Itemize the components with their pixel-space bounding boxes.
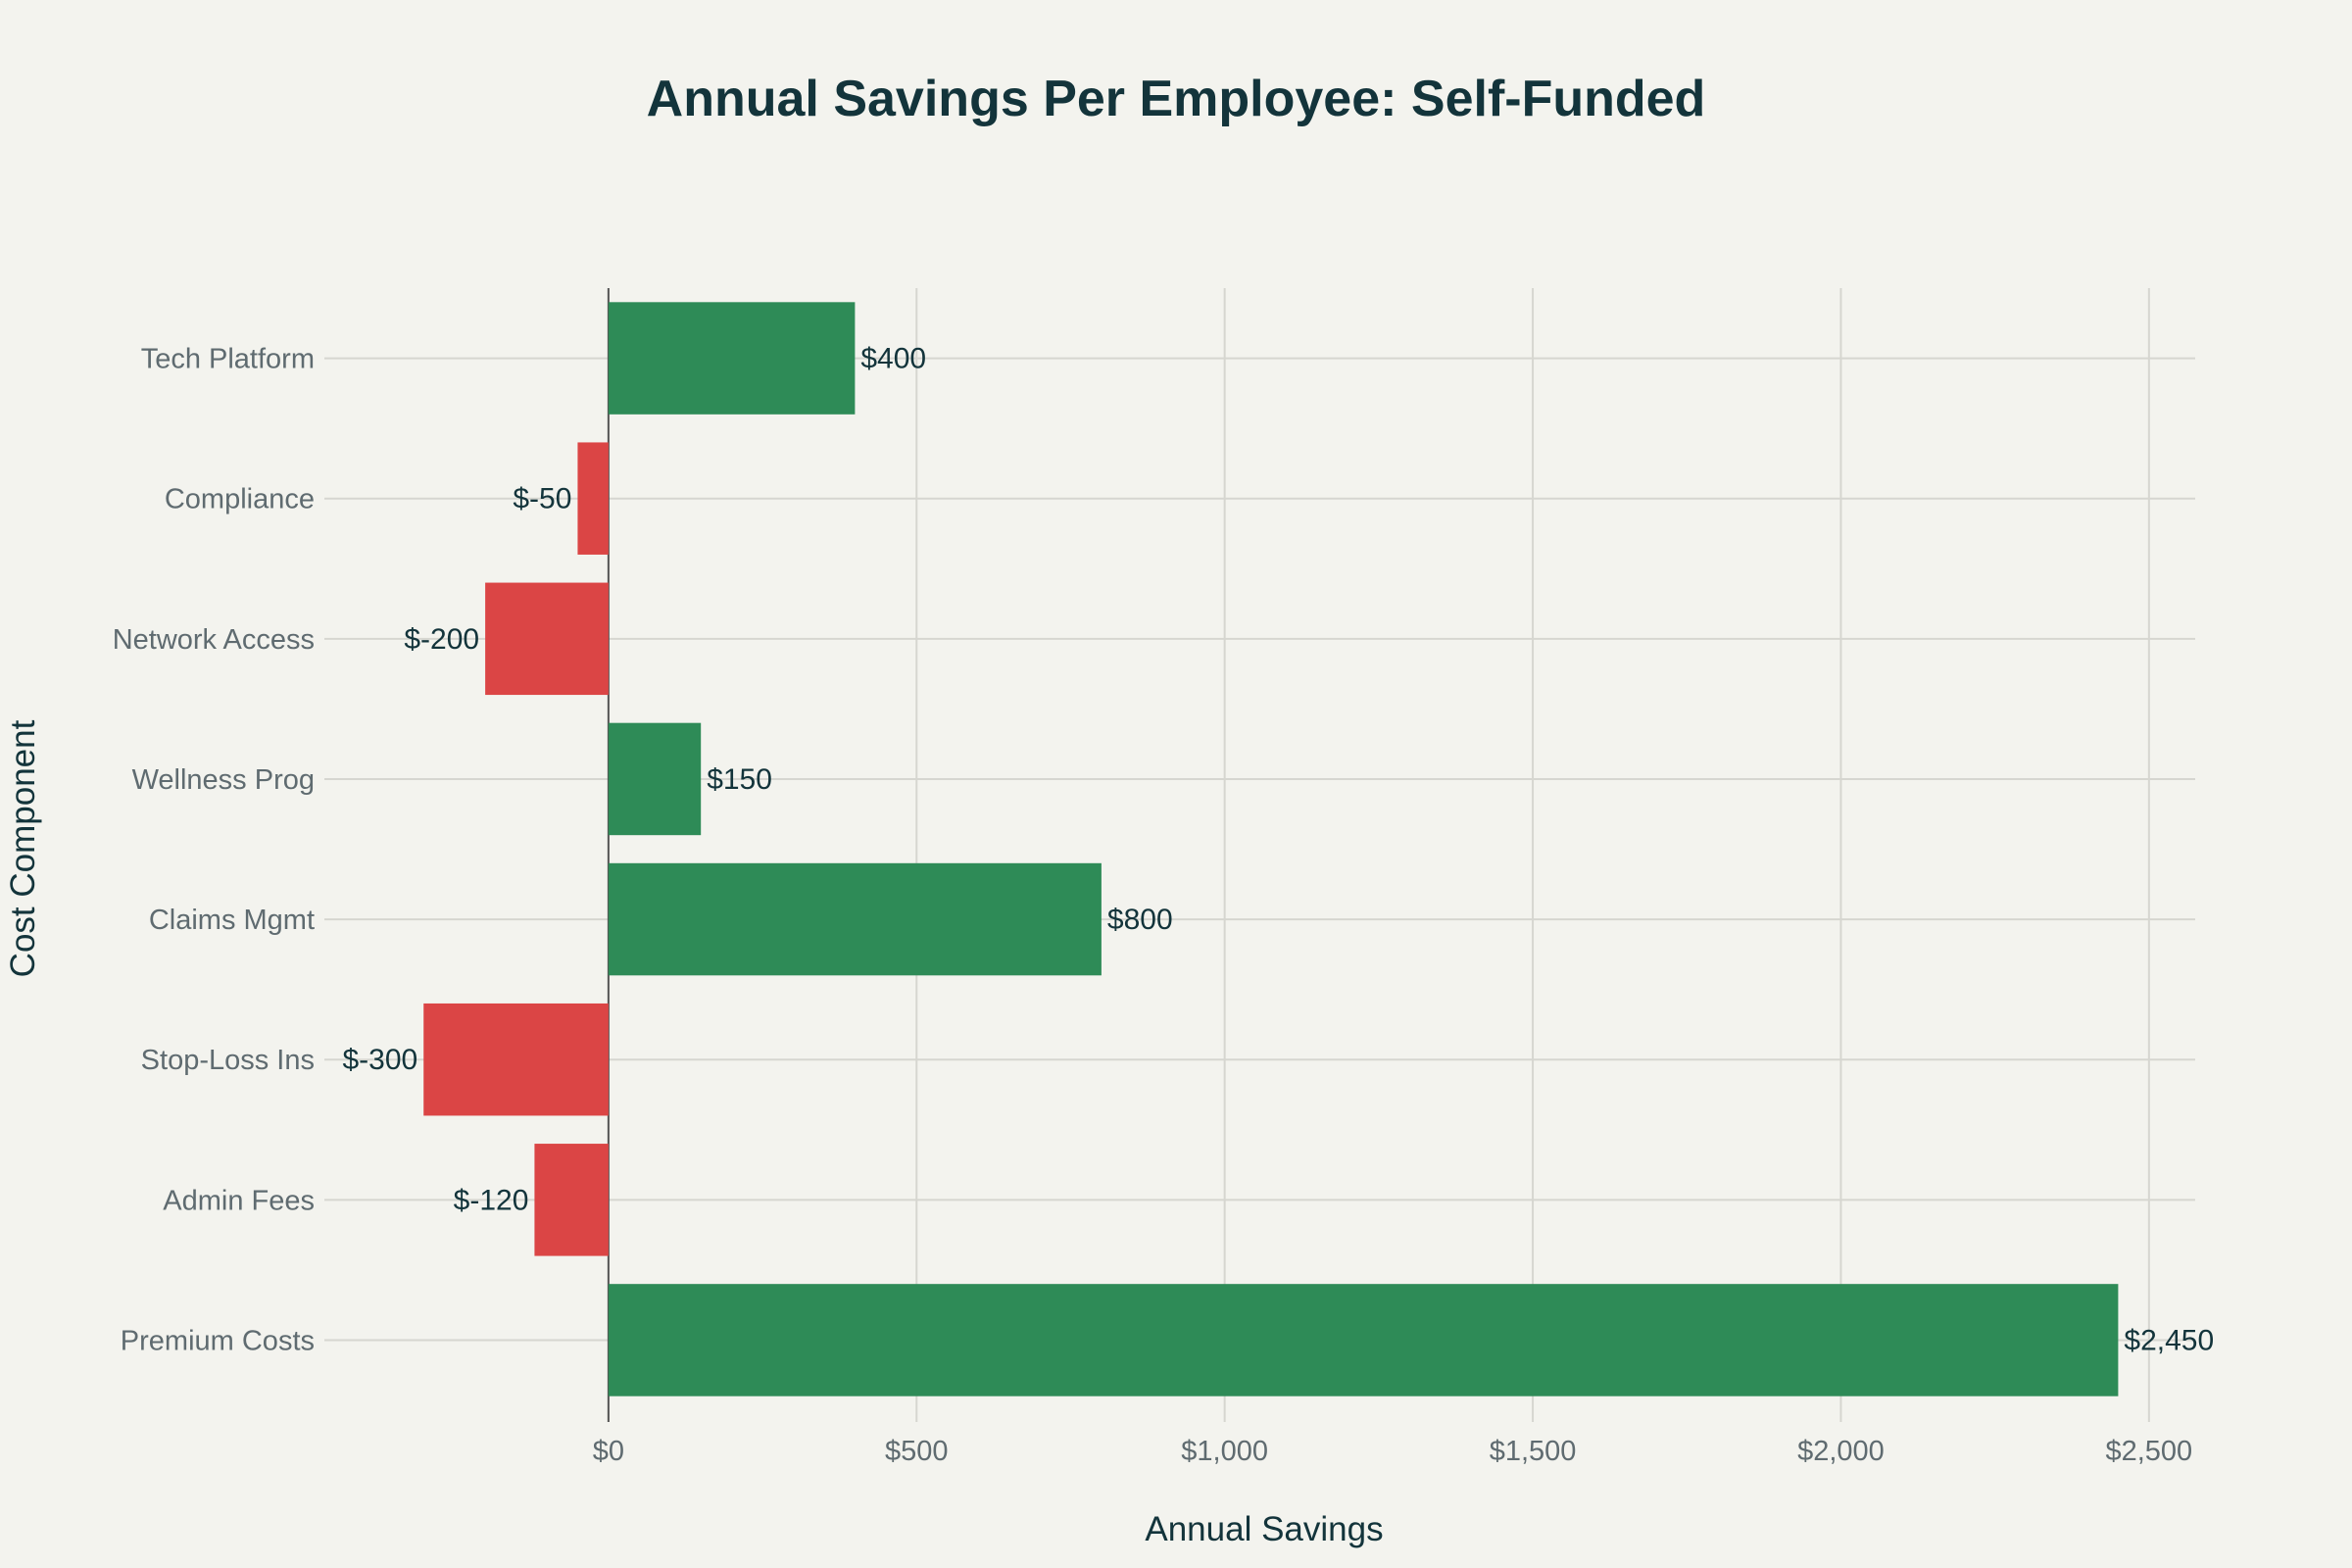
data-label: $-120 [454, 1184, 529, 1216]
x-axis-title: Annual Savings [1145, 1510, 1383, 1548]
x-tick-label: $2,500 [2105, 1436, 2192, 1467]
data-label: $800 [1107, 904, 1173, 936]
y-tick-label: Wellness Prog [132, 764, 315, 796]
y-tick-label: Network Access [113, 624, 315, 656]
bars [423, 302, 2119, 1396]
data-label: $-200 [404, 623, 479, 656]
y-axis-title: Cost Component [4, 719, 42, 977]
x-tick-label: $2,000 [1797, 1436, 1885, 1467]
y-tick-label: Tech Platform [141, 344, 315, 375]
y-tick-label: Compliance [165, 484, 315, 515]
x-tick-label: $0 [593, 1436, 624, 1467]
data-label: $400 [860, 343, 926, 375]
data-label: $150 [707, 763, 772, 796]
bar-tech-platform [608, 302, 856, 415]
bar-compliance [577, 442, 609, 555]
x-tick-label: $1,500 [1490, 1436, 1577, 1467]
bar-admin-fees [534, 1144, 609, 1256]
y-tick-label: Premium Costs [121, 1325, 315, 1356]
data-label: $2,450 [2124, 1324, 2214, 1356]
labels: $0 $500 $1,000 $1,500 $2,000 $2,500 Premium Co… [113, 343, 2214, 1467]
data-label: $-50 [513, 483, 571, 515]
x-tick-label: $500 [885, 1436, 949, 1467]
bar-wellness-prog [608, 722, 702, 836]
y-tick-label: Admin Fees [163, 1185, 315, 1216]
bar-stop-loss-ins [423, 1003, 609, 1116]
bar-premium-costs [608, 1284, 2119, 1396]
bar-network-access [485, 582, 609, 696]
x-tick-label: $1,000 [1181, 1436, 1268, 1467]
y-tick-label: Stop-Loss Ins [141, 1045, 315, 1076]
data-label: $-300 [343, 1044, 418, 1076]
chart-title: Annual Savings Per Employee: Self-Funded [647, 71, 1706, 127]
y-tick-label: Claims Mgmt [149, 905, 315, 936]
bar-claims-mgmt [608, 862, 1102, 976]
